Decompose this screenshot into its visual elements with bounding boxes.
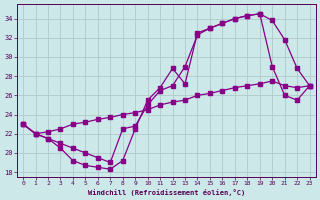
X-axis label: Windchill (Refroidissement éolien,°C): Windchill (Refroidissement éolien,°C) [88, 189, 245, 196]
